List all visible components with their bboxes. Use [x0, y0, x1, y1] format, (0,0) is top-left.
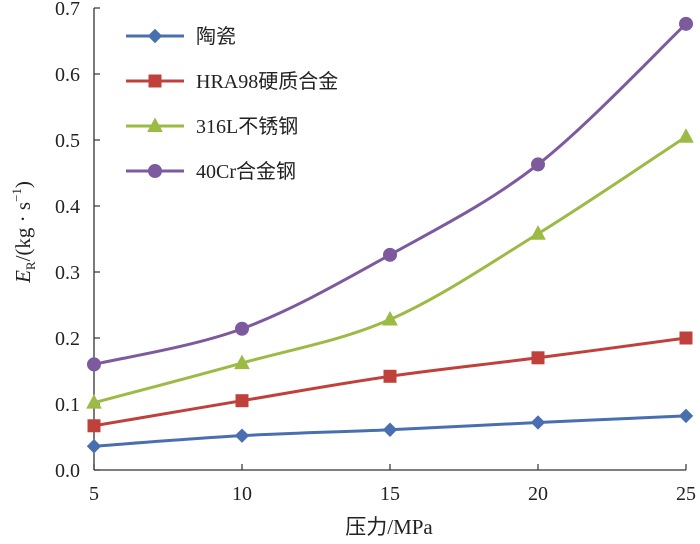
- legend-marker: [148, 74, 162, 88]
- y-axis-title-sub: R: [23, 261, 38, 270]
- data-point: [679, 331, 693, 345]
- legend-label: 40Cr合金钢: [196, 160, 296, 183]
- series-triangle: [86, 128, 694, 409]
- x-axis-title: 压力/MPa: [345, 515, 433, 539]
- y-axis-title-main: E: [11, 270, 35, 284]
- legend-entry: 陶瓷: [126, 25, 236, 48]
- series-layer: [86, 16, 694, 454]
- data-point: [678, 408, 694, 424]
- data-point: [86, 394, 102, 409]
- y-axis-title-mid: /(kg · s: [11, 202, 35, 262]
- legend-entry: 40Cr合金钢: [126, 160, 296, 183]
- y-tick-label: 0.7: [55, 0, 80, 20]
- x-tick-label: 10: [232, 483, 252, 505]
- data-point: [383, 247, 397, 262]
- data-point: [86, 439, 102, 454]
- legend-label: 316L不锈钢: [196, 115, 298, 138]
- legend-entry: 316L不锈钢: [126, 115, 298, 138]
- legend-marker: [147, 28, 163, 44]
- data-point: [531, 351, 545, 365]
- x-tick-label: 20: [528, 483, 548, 505]
- axes: 0.0 0.1 0.2 0.3 0.4 0.5 0.6 0.7 5 10 15 20 25: [55, 0, 696, 505]
- series-square: [87, 331, 693, 433]
- data-point: [382, 310, 398, 326]
- y-tick-label: 0.5: [55, 130, 80, 152]
- data-point: [679, 16, 693, 31]
- data-point: [234, 354, 250, 370]
- x-tick-label: 5: [89, 483, 99, 505]
- data-point: [87, 419, 101, 433]
- y-tick-label: 0.0: [55, 460, 80, 482]
- y-axis-title-sup: −1: [9, 188, 24, 202]
- data-point: [234, 428, 250, 443]
- y-axis-title-end: ): [11, 181, 35, 188]
- series-circle: [87, 16, 693, 372]
- data-point: [530, 415, 546, 430]
- data-point: [383, 369, 397, 383]
- x-tick-label: 15: [380, 483, 400, 505]
- y-axis-title: ER/(kg · s−1): [9, 181, 38, 284]
- legend: 陶瓷 HRA98硬质合金 316L不锈钢 40Cr合金钢: [126, 25, 338, 183]
- y-tick-label: 0.1: [55, 394, 80, 416]
- series-diamond: [86, 408, 694, 454]
- legend-label: HRA98硬质合金: [196, 70, 338, 93]
- data-point: [87, 357, 101, 372]
- data-point: [382, 422, 398, 437]
- y-tick-label: 0.6: [55, 64, 80, 86]
- series-line: [93, 135, 687, 405]
- data-point: [235, 394, 249, 408]
- y-tick-label: 0.2: [55, 328, 80, 350]
- legend-entry: HRA98硬质合金: [126, 70, 338, 93]
- y-tick-label: 0.3: [55, 262, 80, 284]
- legend-marker: [147, 117, 163, 132]
- x-tick-label: 25: [676, 483, 696, 505]
- y-tick-label: 0.4: [55, 196, 80, 218]
- data-point: [530, 225, 546, 240]
- data-point: [531, 157, 545, 172]
- data-point: [235, 321, 249, 336]
- legend-marker: [148, 164, 162, 178]
- legend-label: 陶瓷: [196, 25, 236, 48]
- data-point: [678, 128, 694, 143]
